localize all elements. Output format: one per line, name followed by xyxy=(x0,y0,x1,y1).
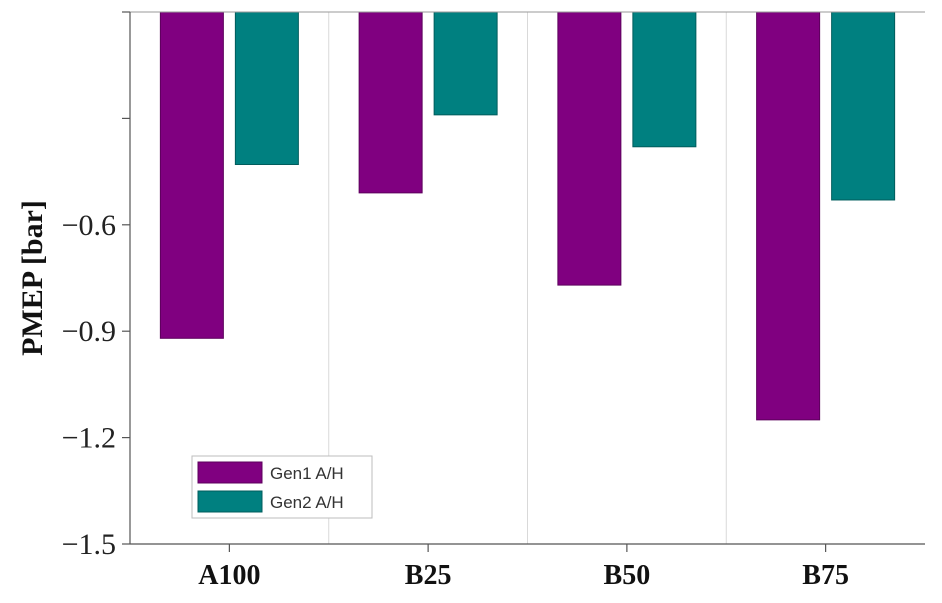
x-tick-label: B75 xyxy=(802,560,849,591)
bar-gen1-b75 xyxy=(756,11,821,421)
bar-gen2-b25 xyxy=(433,11,498,116)
x-tick-label: A100 xyxy=(198,560,260,591)
x-ticks: A100 B25 B50 B75 xyxy=(198,544,849,591)
bar-gen2-b50 xyxy=(632,11,697,148)
bar-gen2-b75 xyxy=(831,11,896,201)
legend-label-gen2: Gen2 A/H xyxy=(270,493,344,512)
bar-gen1-b25 xyxy=(358,11,423,194)
y-tick-label: −0.9 xyxy=(62,315,116,348)
y-axis-title: PMEP [bar] xyxy=(16,200,49,356)
x-tick-label: B25 xyxy=(405,560,452,591)
legend-swatch-gen2 xyxy=(197,490,263,513)
legend-label-gen1: Gen1 A/H xyxy=(270,464,344,483)
legend: Gen1 A/H Gen2 A/H xyxy=(191,455,373,519)
bar-gen1-a100 xyxy=(159,11,224,339)
y-tick-label: −1.2 xyxy=(62,422,116,455)
grid-lines xyxy=(328,12,727,544)
bar-gen2-a100 xyxy=(234,11,299,166)
y-ticks: −0.6 −0.9 −1.2 −1.5 xyxy=(62,11,130,561)
y-tick-label: −0.6 xyxy=(62,209,116,242)
y-tick-label: −1.5 xyxy=(62,528,116,561)
axes xyxy=(129,11,925,545)
legend-swatch-gen1 xyxy=(197,461,263,484)
bar-gen1-b50 xyxy=(557,11,622,286)
bars xyxy=(159,11,896,421)
x-tick-label: B50 xyxy=(604,560,651,591)
